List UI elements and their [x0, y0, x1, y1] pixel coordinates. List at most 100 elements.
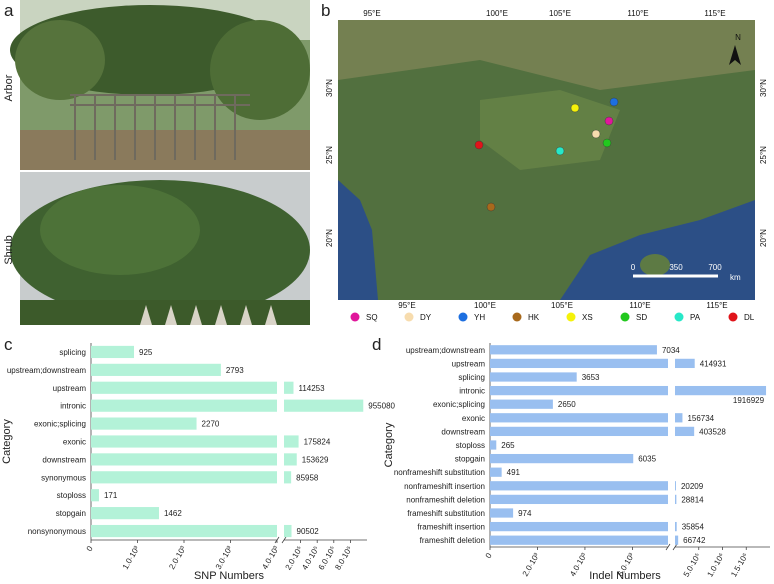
- bar: [91, 489, 99, 502]
- legend-label: HK: [528, 313, 540, 322]
- axis-break: [665, 543, 671, 551]
- bar: [284, 524, 292, 538]
- map-lon-label: 95°E: [398, 301, 415, 310]
- site-marker: [591, 129, 601, 139]
- x-tick-label: 0: [85, 544, 95, 553]
- value-label: 35854: [682, 523, 705, 532]
- legend-label: SD: [636, 313, 647, 322]
- scale-unit: km: [730, 273, 741, 282]
- axis-break: [672, 543, 678, 551]
- value-label: 6035: [638, 455, 656, 464]
- map-lat-label: 20°N: [759, 229, 768, 247]
- site-marker: [604, 116, 614, 126]
- bar: [284, 453, 297, 466]
- map-lat-label: 30°N: [325, 79, 334, 97]
- map-lon-label: 110°E: [627, 9, 648, 18]
- value-label: 7034: [662, 346, 680, 355]
- y-tick-label: upstream: [53, 384, 87, 393]
- value-label: 175824: [304, 438, 331, 447]
- bar: [675, 535, 679, 545]
- bar: [675, 481, 676, 491]
- y-tick-label: splicing: [458, 373, 485, 382]
- legend-marker: [728, 312, 738, 322]
- y-tick-label: exonic: [63, 438, 86, 447]
- legend-marker: [404, 312, 414, 322]
- scale-label: 0: [631, 263, 636, 272]
- bar: [91, 524, 277, 538]
- site-marker: [570, 103, 580, 113]
- legend-marker: [674, 312, 684, 322]
- x-tick-label: 1.5·10⁶: [729, 552, 750, 579]
- value-label: 265: [501, 441, 515, 450]
- bar: [490, 521, 668, 532]
- site-marker: [602, 138, 612, 148]
- x-axis-title: SNP Numbers: [194, 570, 265, 582]
- map-lon-label: 100°E: [474, 301, 496, 310]
- value-label: 1462: [164, 509, 182, 518]
- bar: [284, 399, 364, 412]
- y-tick-label: nonframeshift substitution: [394, 468, 485, 477]
- panel-label: b: [321, 1, 330, 20]
- y-tick-label: synonymous: [41, 473, 86, 482]
- bar: [284, 381, 294, 394]
- bar: [675, 494, 677, 505]
- bar: [490, 508, 514, 518]
- value-label: 85958: [296, 473, 319, 482]
- y-tick-label: stopgain: [455, 455, 485, 464]
- y-tick-label: intronic: [459, 387, 485, 396]
- site-marker: [555, 146, 565, 156]
- bar: [91, 399, 277, 412]
- scale-label: 700: [708, 263, 722, 272]
- bar: [490, 535, 668, 545]
- value-label: 3653: [582, 373, 600, 382]
- legend-label: YH: [474, 313, 485, 322]
- value-label: 1916929: [733, 396, 765, 405]
- legend-marker: [620, 312, 630, 322]
- x-tick-label: 1.0·10³: [121, 544, 142, 571]
- map-lon-label: 95°E: [363, 9, 380, 18]
- legend-label: DY: [420, 313, 432, 322]
- bar: [490, 358, 668, 369]
- bar: [490, 494, 668, 505]
- y-tick-label: nonframeshift deletion: [406, 495, 485, 504]
- y-tick-label: stoploss: [456, 441, 485, 450]
- y-tick-label: upstream;downstream: [406, 346, 485, 355]
- y-tick-label: splicing: [59, 348, 86, 357]
- bar: [675, 521, 677, 532]
- bar: [675, 426, 695, 437]
- bar: [675, 413, 683, 423]
- value-label: 925: [139, 348, 153, 357]
- legend-label: DL: [744, 313, 755, 322]
- bar: [490, 345, 657, 355]
- y-tick-label: exonic: [462, 414, 485, 423]
- bar: [490, 453, 634, 464]
- bar: [490, 481, 668, 491]
- x-tick-label: 3.0·10³: [214, 544, 235, 571]
- photo-shrub: [10, 172, 310, 325]
- value-label: 90502: [297, 527, 320, 536]
- bar: [284, 435, 299, 448]
- legend-marker: [350, 312, 360, 322]
- site-marker: [474, 140, 484, 150]
- value-label: 28814: [681, 495, 704, 504]
- x-tick-label: 4.0·10³: [568, 551, 589, 578]
- legend-label: XS: [582, 313, 593, 322]
- value-label: 20209: [681, 482, 704, 491]
- x-tick-label: 1.0·10⁶: [705, 552, 726, 579]
- bar: [490, 426, 668, 437]
- value-label: 156734: [687, 414, 714, 423]
- bar: [490, 385, 668, 396]
- scale-label: 350: [669, 263, 683, 272]
- y-tick-label: exonic;splicing: [433, 400, 485, 409]
- bar: [490, 413, 668, 423]
- bar: [490, 440, 497, 450]
- photo-arbor: [10, 0, 310, 170]
- y-axis-title: Category: [1, 419, 13, 464]
- y-tick-label: intronic: [60, 402, 86, 411]
- legend-label: SQ: [366, 313, 378, 322]
- x-axis-title: Indel Numbers: [589, 570, 661, 582]
- y-tick-label: stoploss: [57, 491, 86, 500]
- bar: [91, 471, 277, 484]
- site-marker: [486, 202, 496, 212]
- legend-marker: [566, 312, 576, 322]
